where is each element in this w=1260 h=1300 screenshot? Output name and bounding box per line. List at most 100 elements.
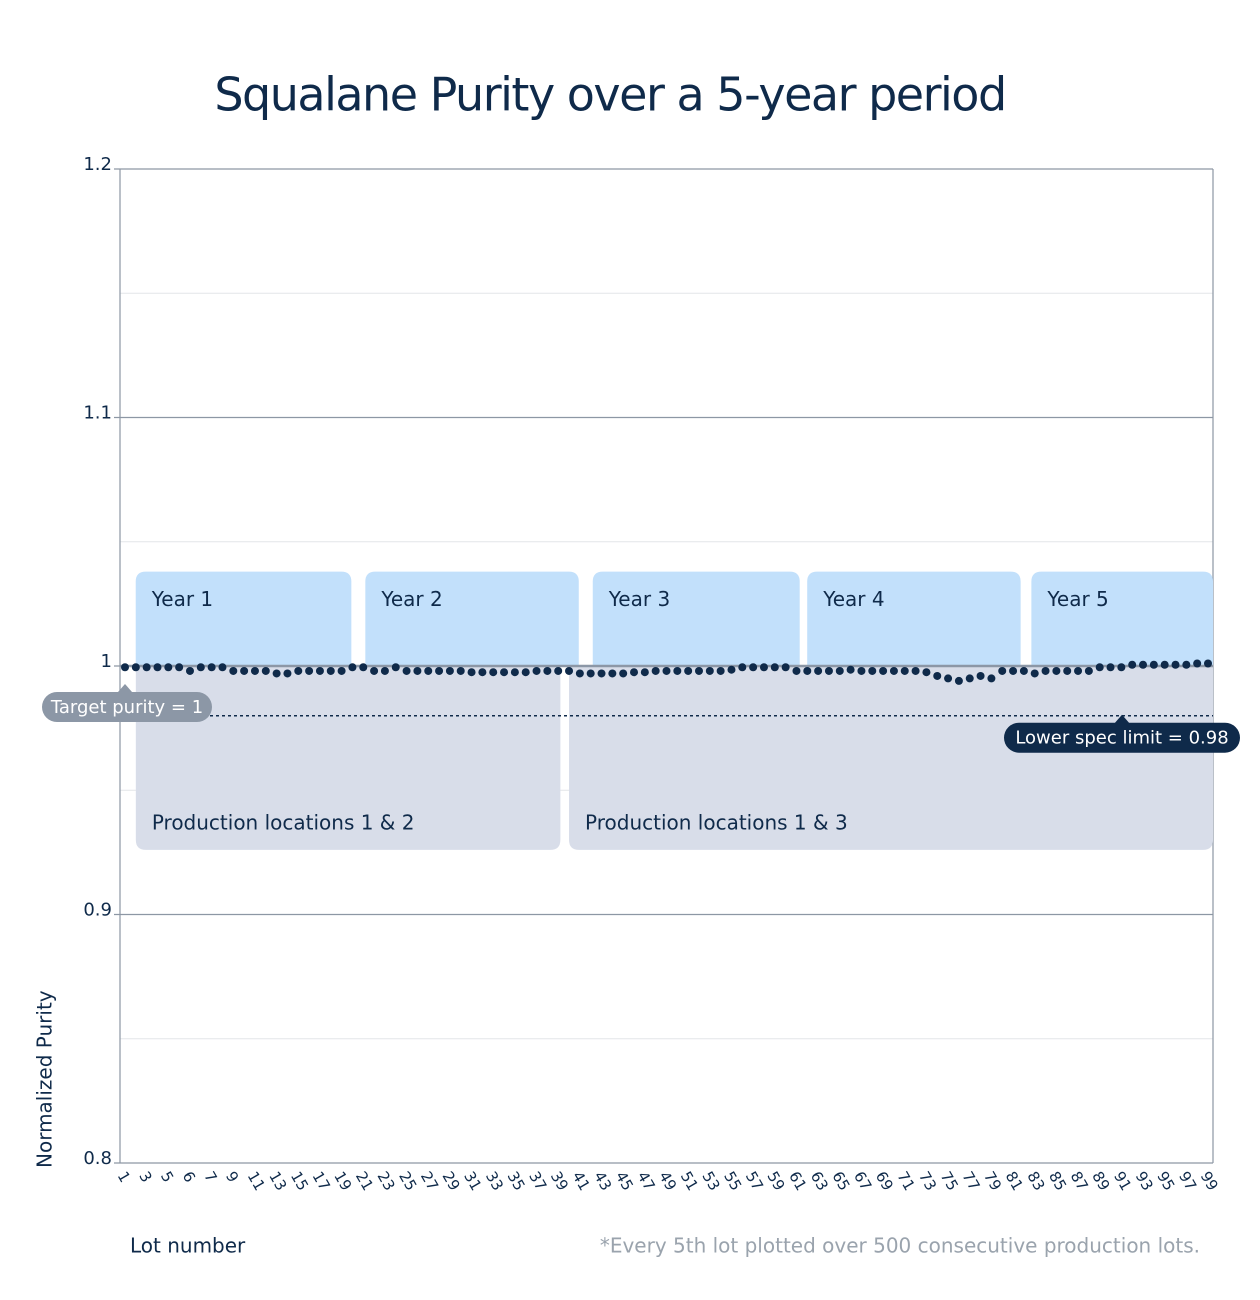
data-point [781, 663, 790, 672]
y-axis-label: Normalized Purity [33, 990, 57, 1168]
x-tick-label: 31 [460, 1168, 485, 1194]
data-point [586, 669, 595, 678]
data-point [229, 666, 238, 675]
footnote: *Every 5th lot plotted over 500 consecut… [600, 1234, 1200, 1258]
data-point [543, 666, 552, 675]
target-label: Target purity = 1 [50, 697, 203, 718]
data-point [305, 666, 314, 675]
x-tick-label: 87 [1067, 1168, 1092, 1194]
data-point [185, 666, 194, 675]
x-tick-label: 17 [309, 1168, 334, 1194]
data-point [673, 666, 682, 675]
data-point [131, 663, 140, 672]
data-point [630, 668, 639, 677]
data-point [283, 669, 292, 678]
data-point [1117, 663, 1126, 672]
x-tick-label: 13 [265, 1168, 290, 1194]
data-point [770, 663, 779, 672]
data-point [554, 666, 563, 675]
x-tick-label: 69 [872, 1168, 897, 1194]
data-point [900, 666, 909, 675]
data-point [889, 666, 898, 675]
data-point [402, 666, 411, 675]
data-point [1041, 666, 1050, 675]
year-band [365, 571, 579, 666]
data-point [413, 666, 422, 675]
data-point [608, 669, 617, 678]
x-tick-label: 43 [590, 1168, 615, 1194]
data-point [597, 669, 606, 678]
x-tick-label: 57 [742, 1168, 767, 1194]
data-point [705, 666, 714, 675]
data-point [749, 663, 758, 672]
data-point [445, 666, 454, 675]
data-point [1074, 666, 1083, 675]
location-band [569, 666, 1213, 850]
x-tick-label: 73 [915, 1168, 940, 1194]
data-point [1106, 663, 1115, 672]
x-tick-label: 83 [1023, 1168, 1048, 1194]
data-point [250, 666, 259, 675]
data-point [879, 666, 888, 675]
data-point [619, 669, 628, 678]
data-point [651, 666, 660, 675]
x-tick-label: 53 [698, 1168, 723, 1194]
data-point [489, 668, 498, 677]
data-point [998, 666, 1007, 675]
data-point [694, 666, 703, 675]
x-tick-label: 93 [1132, 1168, 1157, 1194]
data-point [738, 663, 747, 672]
data-point [824, 666, 833, 675]
y-tick-label: 0.9 [83, 900, 112, 921]
x-tick-label: 59 [763, 1168, 788, 1194]
year-label: Year 2 [380, 587, 442, 611]
x-tick-label: 95 [1153, 1168, 1178, 1194]
x-axis-label: Lot number [130, 1234, 246, 1258]
data-point [1009, 666, 1018, 675]
data-point [684, 666, 693, 675]
x-tick-label: 21 [352, 1168, 377, 1194]
x-tick-label: 25 [395, 1168, 420, 1194]
x-tick-label: 85 [1045, 1168, 1070, 1194]
data-point [218, 663, 227, 672]
x-tick-label: 5 [157, 1168, 177, 1185]
data-point [435, 666, 444, 675]
x-tick-label: 63 [807, 1168, 832, 1194]
x-tick-label: 7 [200, 1168, 220, 1185]
data-point [1095, 663, 1104, 672]
x-tick-label: 55 [720, 1168, 745, 1194]
data-point [326, 666, 335, 675]
data-point [922, 668, 931, 677]
data-point [868, 666, 877, 675]
year-label: Year 5 [1046, 587, 1108, 611]
year-band [592, 571, 800, 666]
data-point [987, 674, 996, 683]
x-tick-label: 97 [1175, 1168, 1200, 1194]
data-point [164, 663, 173, 672]
x-tick-label: 11 [244, 1168, 269, 1194]
year-label: Year 4 [822, 587, 884, 611]
data-point [380, 666, 389, 675]
data-point [1052, 666, 1061, 675]
data-point [814, 666, 823, 675]
x-tick-label: 49 [655, 1168, 680, 1194]
x-tick-label: 89 [1088, 1168, 1113, 1194]
data-point [456, 666, 465, 675]
x-tick-label: 37 [525, 1168, 550, 1194]
x-tick-label: 79 [980, 1168, 1005, 1194]
data-point [315, 666, 324, 675]
data-point [478, 668, 487, 677]
x-tick-label: 75 [937, 1168, 962, 1194]
x-tick-label: 35 [504, 1168, 529, 1194]
data-point [954, 676, 963, 685]
data-point [835, 666, 844, 675]
data-point [240, 666, 249, 675]
data-point [575, 669, 584, 678]
data-point [532, 666, 541, 675]
data-point [1193, 659, 1202, 668]
location-band [135, 666, 561, 850]
data-point [565, 666, 574, 675]
data-point [1160, 660, 1169, 669]
data-point [348, 663, 357, 672]
data-point [976, 671, 985, 680]
